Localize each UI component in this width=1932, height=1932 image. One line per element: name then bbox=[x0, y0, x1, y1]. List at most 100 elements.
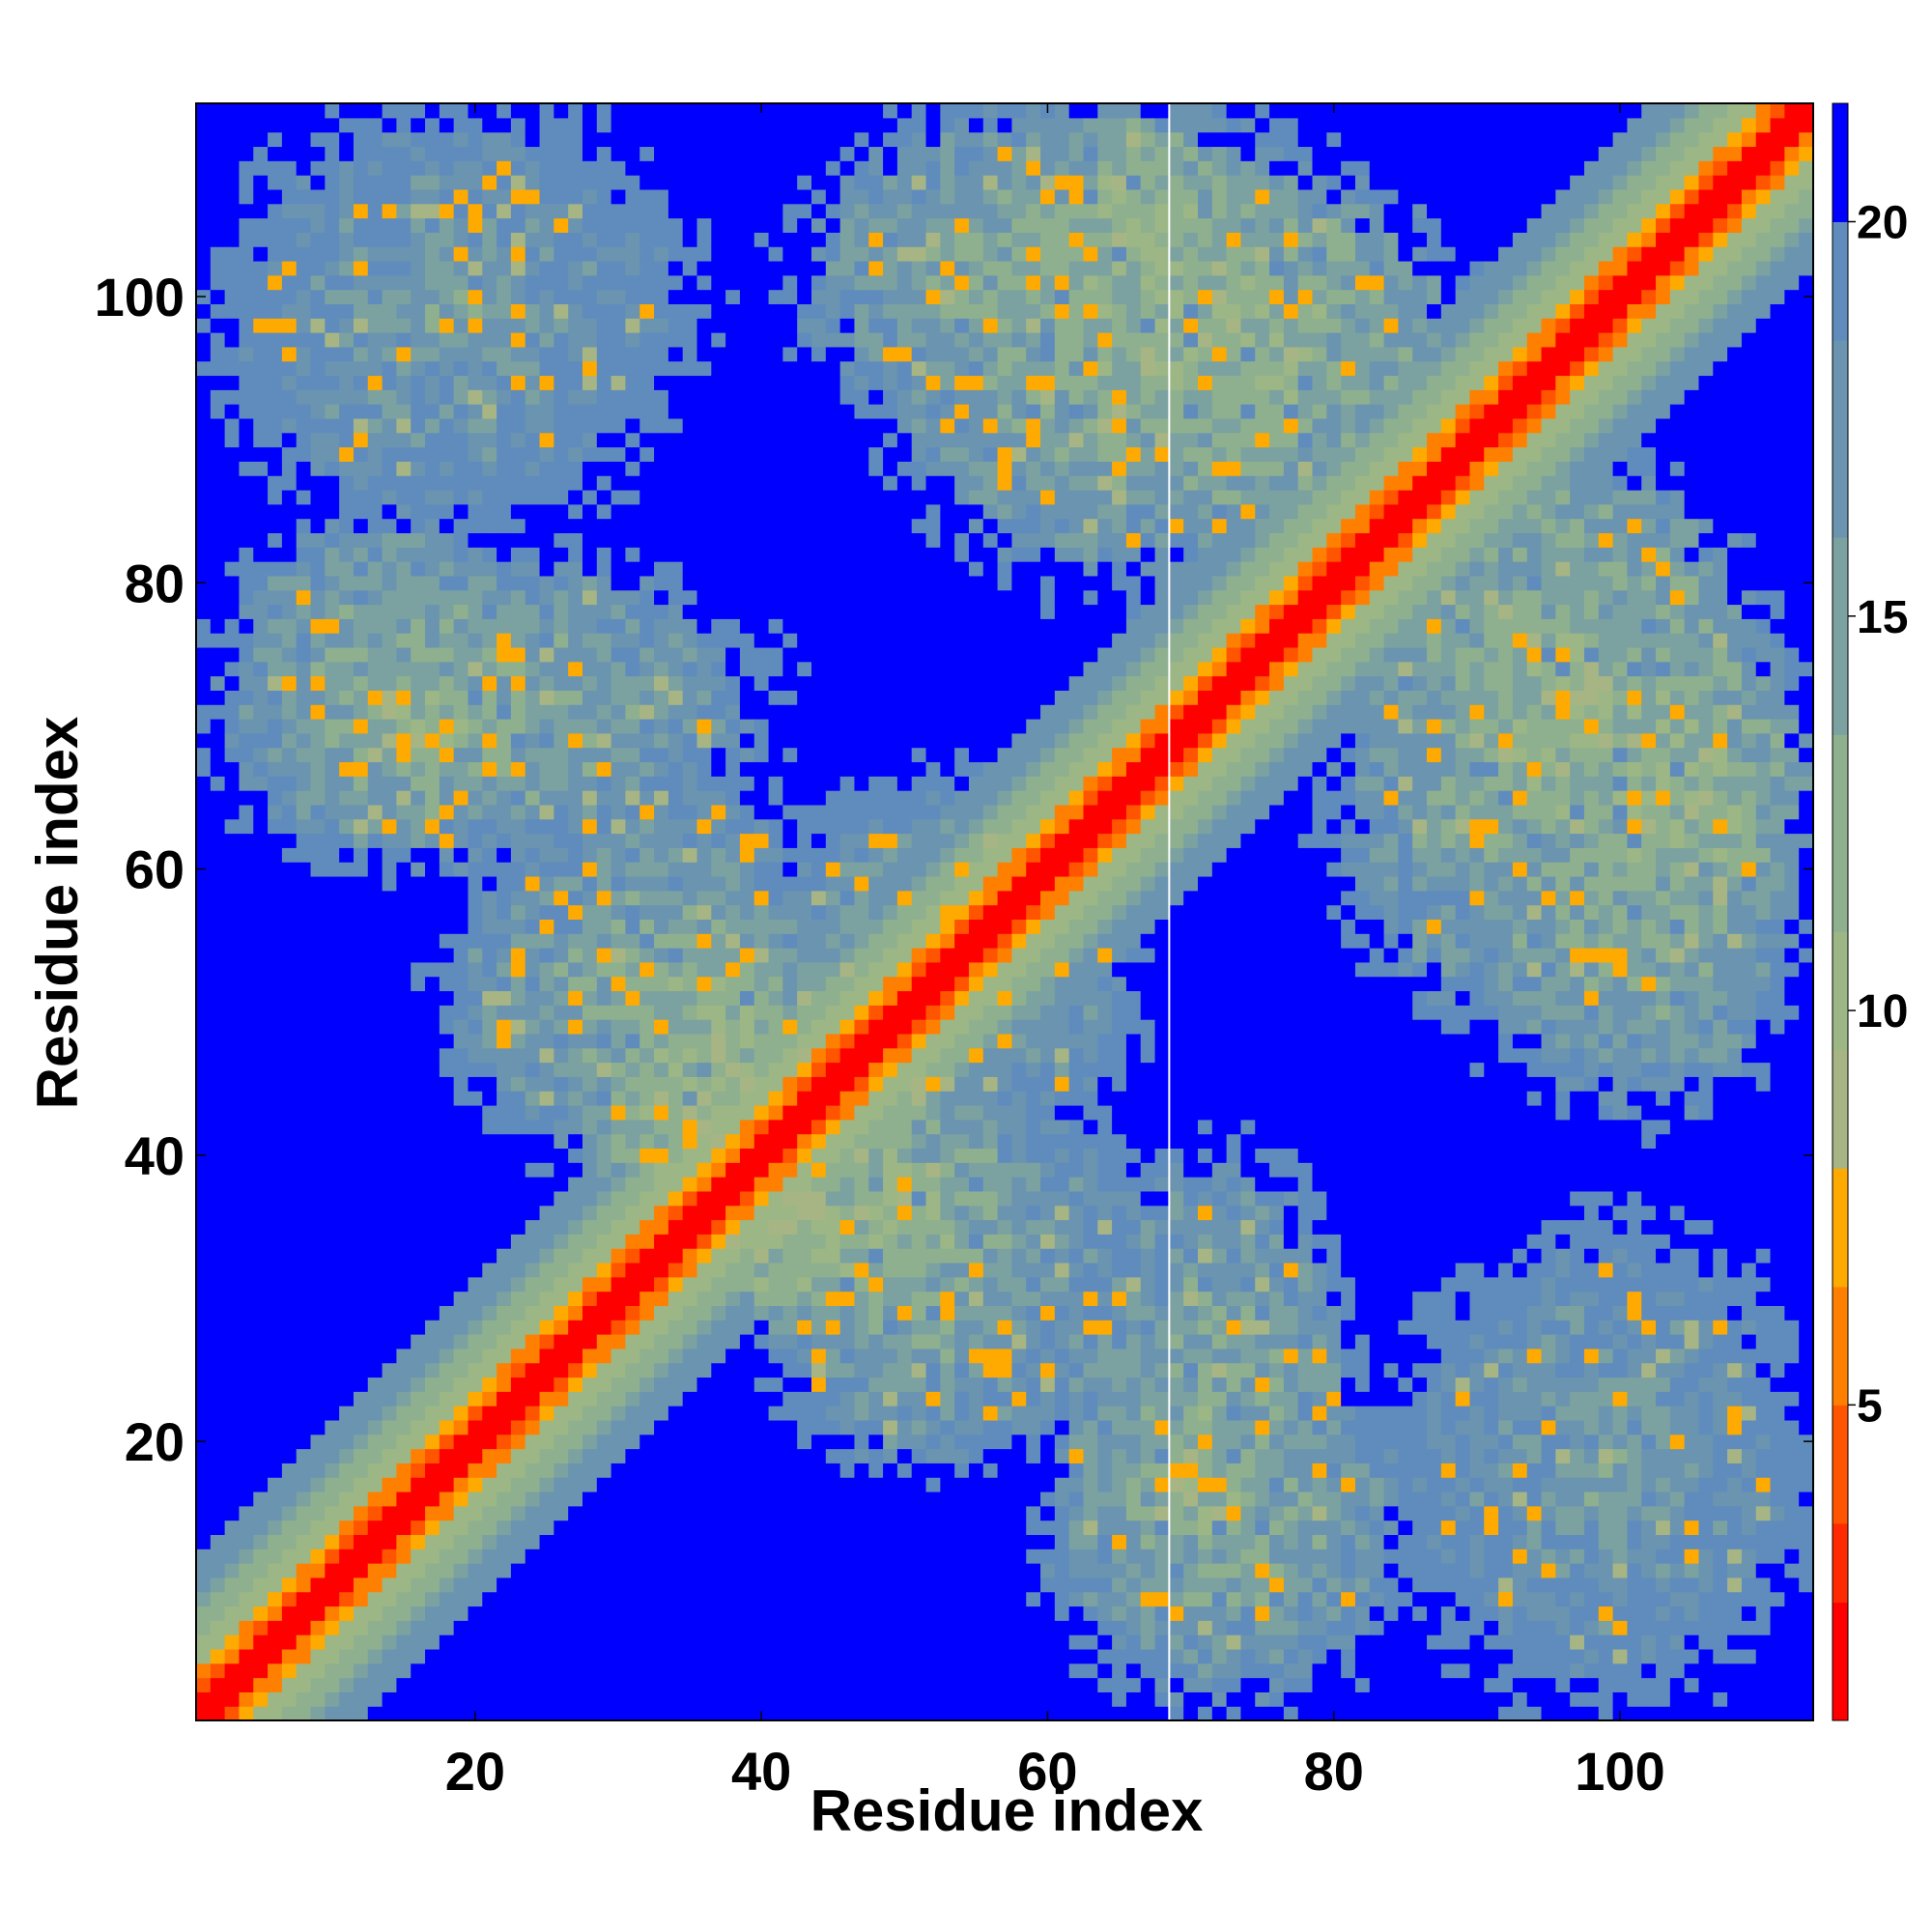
heatmap-cell bbox=[739, 618, 755, 634]
heatmap-cell bbox=[253, 1019, 269, 1035]
heatmap-cell bbox=[596, 1448, 612, 1463]
heatmap-cell bbox=[510, 618, 526, 634]
heatmap-cell bbox=[582, 1248, 598, 1264]
heatmap-cell bbox=[525, 375, 541, 390]
heatmap-cell bbox=[468, 503, 483, 520]
heatmap-cell bbox=[239, 818, 254, 835]
heatmap-cell bbox=[253, 1677, 269, 1692]
heatmap-cell bbox=[353, 289, 369, 304]
heatmap-cell bbox=[310, 1320, 326, 1335]
heatmap-cell bbox=[510, 1262, 526, 1278]
heatmap-cell bbox=[739, 732, 755, 749]
heatmap-cell bbox=[468, 633, 483, 648]
heatmap-cell bbox=[224, 1119, 241, 1135]
heatmap-cell bbox=[811, 1648, 827, 1664]
heatmap-cell bbox=[696, 948, 712, 963]
heatmap-cell bbox=[497, 1162, 512, 1178]
heatmap-cell bbox=[382, 761, 397, 777]
heatmap-cell bbox=[525, 532, 541, 548]
heatmap-cell bbox=[367, 1005, 384, 1020]
heatmap-cell bbox=[296, 1320, 312, 1335]
heatmap-cell bbox=[497, 389, 512, 405]
heatmap-cell bbox=[253, 919, 269, 934]
heatmap-cell bbox=[439, 188, 455, 205]
heatmap-cell bbox=[210, 804, 226, 820]
heatmap-cell bbox=[539, 732, 554, 749]
heatmap-cell bbox=[739, 1577, 755, 1593]
heatmap-cell bbox=[396, 1362, 412, 1378]
heatmap-cell bbox=[210, 547, 226, 562]
heatmap-cell bbox=[224, 747, 241, 763]
heatmap-cell bbox=[281, 489, 298, 505]
heatmap-cell bbox=[253, 646, 269, 663]
heatmap-cell bbox=[596, 175, 612, 190]
heatmap-cell bbox=[453, 446, 469, 462]
heatmap-cell bbox=[439, 675, 455, 691]
heatmap-cell bbox=[268, 948, 283, 963]
heatmap-cell bbox=[682, 1033, 698, 1049]
heatmap-cell bbox=[654, 1162, 669, 1178]
heatmap-cell bbox=[325, 704, 340, 720]
heatmap-cell bbox=[611, 675, 627, 691]
heatmap-cell bbox=[239, 389, 254, 405]
heatmap-cell bbox=[411, 1406, 426, 1421]
heatmap-cell bbox=[739, 1520, 755, 1536]
heatmap-cell bbox=[668, 246, 684, 262]
heatmap-cell bbox=[825, 1477, 841, 1492]
heatmap-cell bbox=[654, 633, 669, 648]
heatmap-cell bbox=[224, 618, 241, 634]
heatmap-cell bbox=[396, 318, 412, 333]
heatmap-cell bbox=[582, 862, 598, 877]
heatmap-cell bbox=[768, 246, 783, 262]
heatmap-cell bbox=[210, 1248, 226, 1264]
heatmap-cell bbox=[439, 633, 455, 648]
heatmap-cell bbox=[668, 675, 684, 691]
heatmap-cell bbox=[268, 1391, 283, 1406]
heatmap-cell bbox=[468, 1348, 483, 1364]
heatmap-cell bbox=[539, 804, 554, 820]
heatmap-cell bbox=[353, 1276, 369, 1293]
heatmap-cell bbox=[339, 833, 355, 848]
heatmap-cell bbox=[668, 547, 684, 562]
heatmap-cell bbox=[296, 933, 312, 949]
heatmap-cell bbox=[268, 1605, 283, 1621]
heatmap-cell bbox=[339, 131, 355, 148]
heatmap-cell bbox=[224, 1463, 241, 1478]
heatmap-cell bbox=[682, 575, 698, 591]
heatmap-cell bbox=[468, 1190, 483, 1207]
heatmap-cell bbox=[568, 661, 583, 677]
heatmap-cell bbox=[811, 933, 827, 949]
heatmap-cell bbox=[711, 1563, 726, 1578]
heatmap-cell bbox=[453, 704, 469, 720]
heatmap-cell bbox=[468, 475, 483, 491]
heatmap-cell bbox=[196, 274, 212, 291]
heatmap-cell bbox=[497, 1062, 512, 1077]
heatmap-cell bbox=[753, 1605, 770, 1621]
heatmap-cell bbox=[782, 1520, 798, 1536]
heatmap-cell bbox=[525, 274, 541, 291]
heatmap-cell bbox=[453, 1234, 469, 1249]
heatmap-cell bbox=[654, 604, 669, 619]
heatmap-cell bbox=[811, 1434, 827, 1450]
heatmap-cell bbox=[797, 761, 812, 777]
heatmap-cell bbox=[453, 1419, 469, 1435]
heatmap-cell bbox=[654, 804, 669, 820]
heatmap-cell bbox=[468, 618, 483, 634]
heatmap-cell bbox=[739, 589, 755, 606]
heatmap-cell bbox=[210, 346, 226, 362]
heatmap-cell bbox=[411, 1362, 426, 1378]
heatmap-cell bbox=[396, 303, 412, 319]
heatmap-cell bbox=[439, 646, 455, 663]
heatmap-cell bbox=[568, 633, 583, 648]
heatmap-cell bbox=[281, 790, 298, 806]
heatmap-cell bbox=[568, 1662, 583, 1679]
heatmap-cell bbox=[639, 532, 655, 548]
heatmap-cell bbox=[396, 1563, 412, 1578]
heatmap-cell bbox=[296, 318, 312, 333]
heatmap-cell bbox=[439, 1520, 455, 1536]
heatmap-cell bbox=[753, 732, 770, 749]
heatmap-cell bbox=[497, 1634, 512, 1650]
heatmap-cell bbox=[296, 776, 312, 791]
heatmap-cell bbox=[625, 618, 640, 634]
heatmap-cell bbox=[325, 289, 340, 304]
